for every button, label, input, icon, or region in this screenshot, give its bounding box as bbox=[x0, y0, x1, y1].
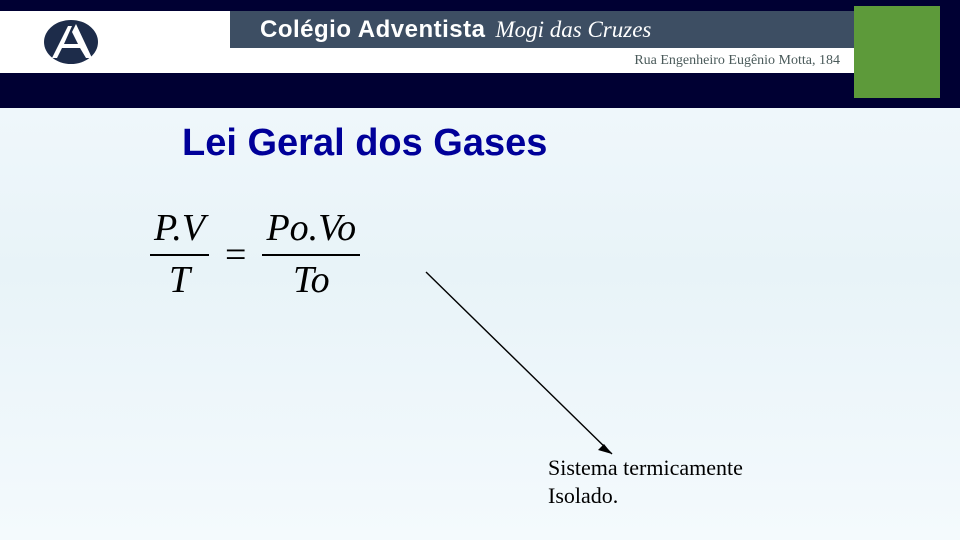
formula-right-numerator: Po.Vo bbox=[262, 208, 360, 250]
slide-title: Lei Geral dos Gases bbox=[182, 122, 547, 165]
fraction-bar bbox=[262, 254, 360, 256]
fraction-bar bbox=[150, 254, 209, 256]
header-strip: Colégio Adventista Mogi das Cruzes Rua E… bbox=[0, 11, 960, 73]
header-green-block bbox=[854, 6, 940, 98]
formula-left-fraction: P.V T bbox=[150, 208, 209, 302]
annotation-arrow bbox=[422, 268, 622, 468]
formula-right-fraction: Po.Vo To bbox=[262, 208, 360, 302]
school-address: Rua Engenheiro Eugênio Motta, 184 bbox=[634, 53, 840, 69]
school-name-bold: Colégio Adventista bbox=[260, 16, 485, 44]
annotation-line2: Isolado. bbox=[548, 482, 743, 510]
school-logo-box bbox=[0, 11, 230, 73]
header-title-block: Colégio Adventista Mogi das Cruzes Rua E… bbox=[230, 11, 854, 73]
annotation-line1: Sistema termicamente bbox=[548, 454, 743, 482]
school-name-light: Mogi das Cruzes bbox=[495, 17, 651, 43]
header-band: Colégio Adventista Mogi das Cruzes Rua E… bbox=[0, 0, 960, 108]
annotation-text: Sistema termicamente Isolado. bbox=[548, 454, 743, 509]
school-name-row: Colégio Adventista Mogi das Cruzes bbox=[230, 11, 854, 48]
school-logo-icon bbox=[42, 18, 100, 66]
formula-left-denominator: T bbox=[165, 260, 194, 302]
gas-law-formula: P.V T = Po.Vo To bbox=[150, 208, 360, 302]
header-right-gap bbox=[940, 11, 960, 73]
school-address-row: Rua Engenheiro Eugênio Motta, 184 bbox=[230, 48, 854, 73]
formula-left-numerator: P.V bbox=[150, 208, 209, 250]
formula-right-denominator: To bbox=[289, 260, 334, 302]
equals-sign: = bbox=[225, 233, 246, 277]
